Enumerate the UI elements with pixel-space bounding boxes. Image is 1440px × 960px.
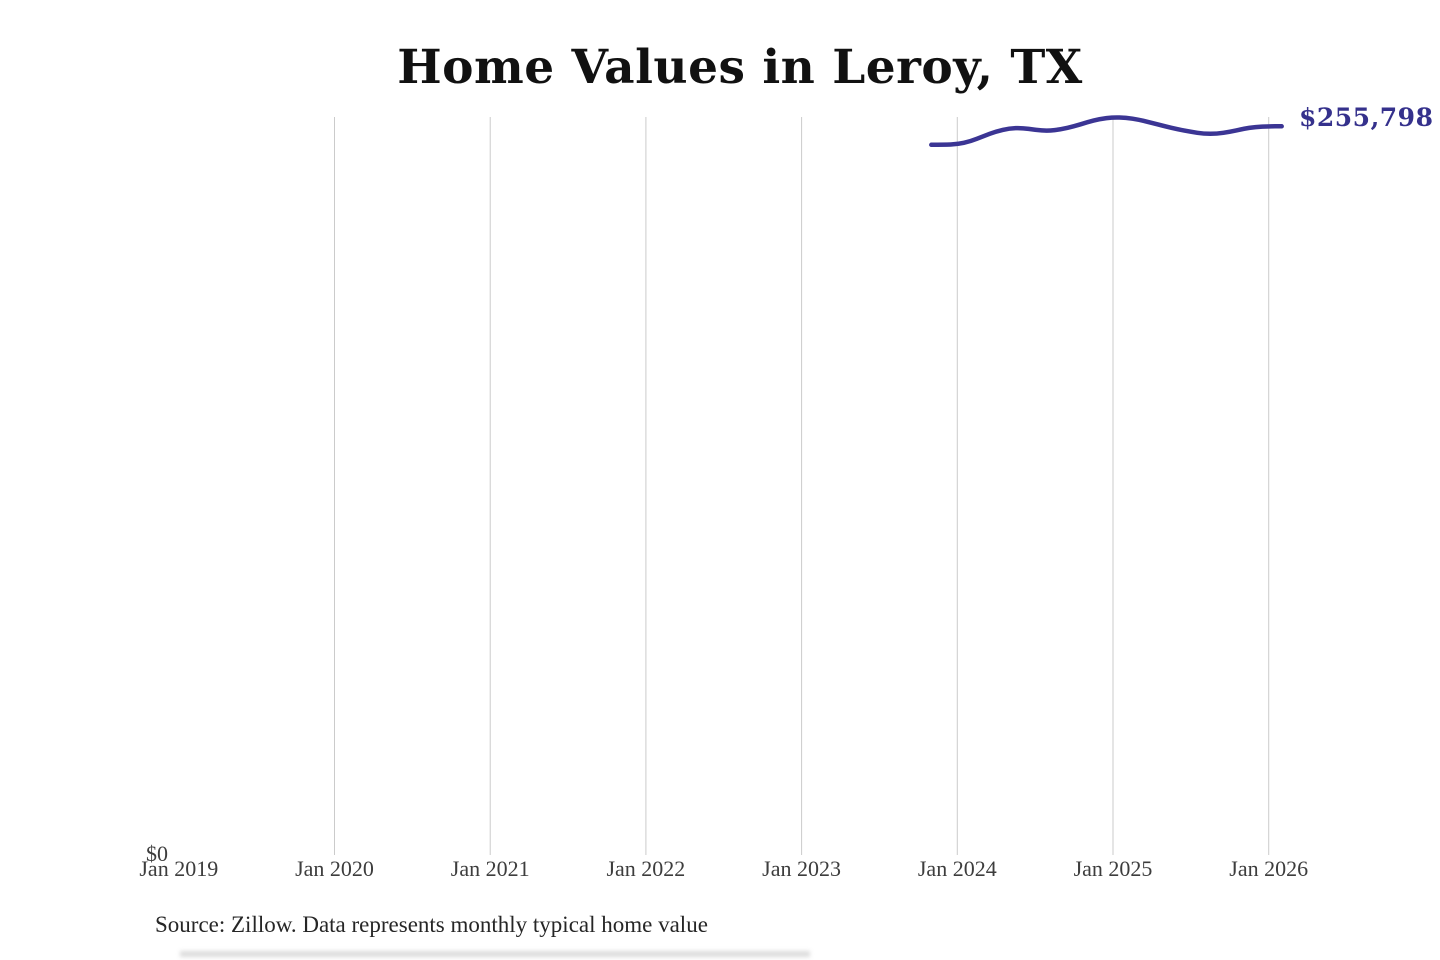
x-tick-label-2023-01: Jan 2023 bbox=[762, 856, 841, 881]
x-tick-label-2022-01: Jan 2022 bbox=[606, 856, 686, 881]
x-tick-label-2021-01: Jan 2021 bbox=[450, 856, 530, 881]
y-axis-zero-label: $0 bbox=[146, 841, 168, 866]
x-axis: Jan 2019 Jan 2020 Jan 2021 Jan 2022 Jan 2023… bbox=[0, 856, 1440, 888]
x-tick-label-2019-01: Jan 2019 bbox=[139, 856, 219, 881]
source-note: Source: Zillow. Data represents monthly … bbox=[155, 912, 708, 937]
x-tick-label-2025-01: Jan 2025 bbox=[1073, 856, 1153, 881]
x-tick-label-2026-01: Jan 2026 bbox=[1229, 856, 1309, 881]
home-value-line bbox=[929, 115, 1284, 148]
latest-value-label: $255,798 bbox=[1299, 103, 1434, 132]
cutoff-text-artifact bbox=[180, 951, 810, 957]
chart-title: Home Values in Leroy, TX bbox=[397, 40, 1083, 95]
x-tick-label-2020-01: Jan 2020 bbox=[295, 856, 374, 881]
x-tick-label-2024-01: Jan 2024 bbox=[917, 856, 997, 881]
